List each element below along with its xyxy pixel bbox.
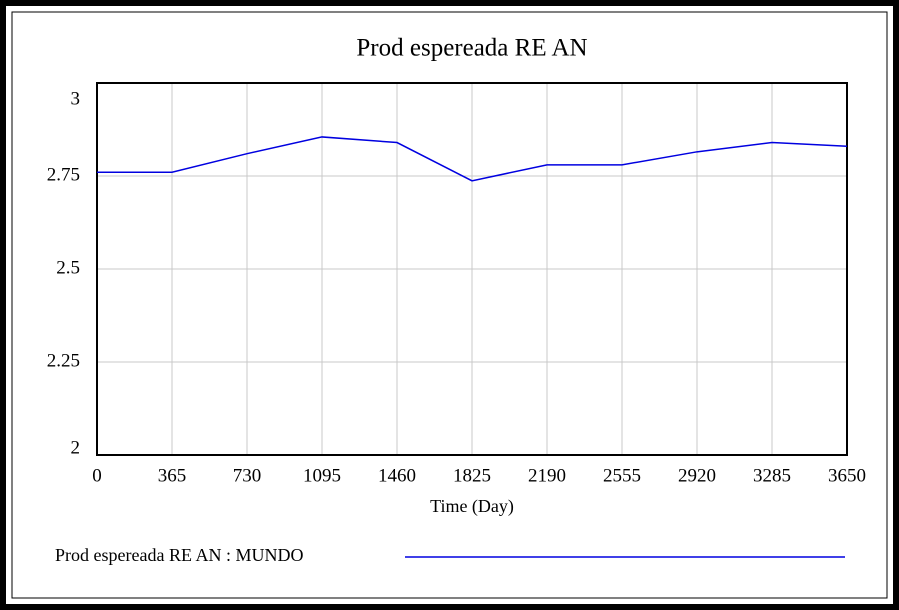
y-tick-label: 2 [71,437,81,458]
x-tick-label: 1825 [453,465,491,486]
x-tick-label: 2920 [678,465,716,486]
x-tick-label: 365 [158,465,187,486]
chart-title: Prod espereada RE AN [356,35,587,62]
y-tick-label: 3 [71,88,81,109]
x-tick-label: 1095 [303,465,341,486]
x-axis-label: Time (Day) [430,496,514,517]
x-tick-label: 2190 [528,465,566,486]
legend-label: Prod espereada RE AN : MUNDO [55,545,303,565]
x-tick-label: 3285 [753,465,791,486]
x-tick-label: 2555 [603,465,641,486]
x-tick-label: 730 [233,465,262,486]
x-tick-label: 1460 [378,465,416,486]
x-tick-label: 0 [92,465,102,486]
y-tick-label: 2.75 [47,164,80,185]
y-tick-label: 2.5 [56,257,80,278]
series-line [97,136,848,182]
plot-frame [96,82,848,456]
y-tick-label: 2.25 [47,350,80,371]
x-tick-label: 3650 [828,465,866,486]
inner-frame [11,11,888,599]
